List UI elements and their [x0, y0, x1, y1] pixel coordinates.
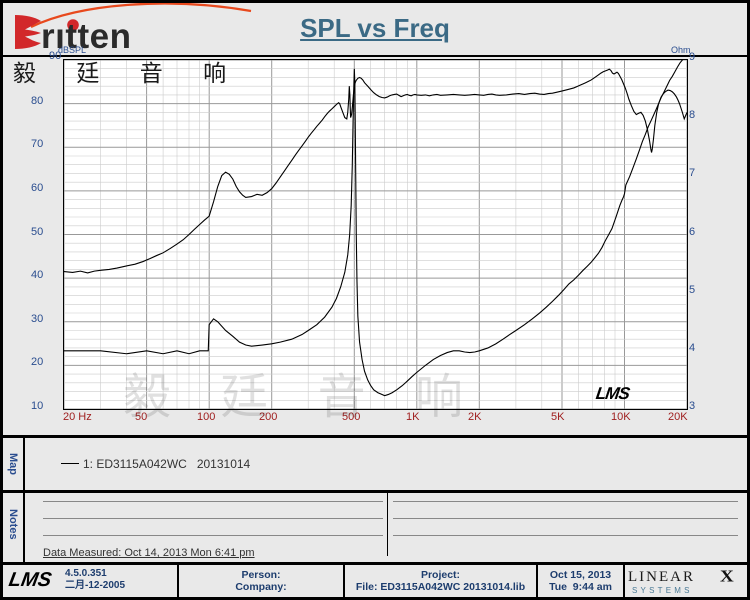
svg-text:SYSTEMS: SYSTEMS	[632, 586, 693, 595]
svg-text:X: X	[720, 566, 734, 585]
svg-text:LINEAR: LINEAR	[628, 569, 695, 585]
